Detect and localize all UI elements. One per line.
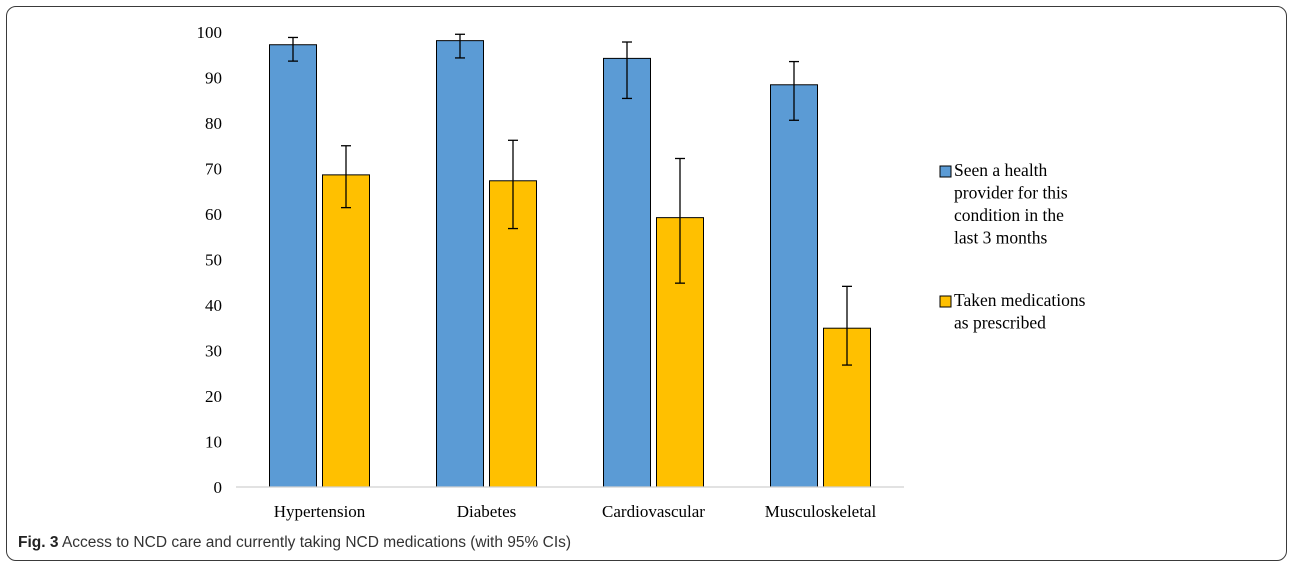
- y-tick-label: 50: [205, 251, 222, 270]
- x-tick-label: Diabetes: [457, 502, 516, 521]
- legend-label: provider for this: [954, 183, 1068, 203]
- legend-label: Taken medications: [954, 290, 1086, 310]
- y-tick-label: 90: [205, 69, 222, 88]
- figure-label: Fig. 3: [18, 534, 59, 551]
- bar-seen-provider: [603, 57, 651, 488]
- bar-seen-provider: [269, 44, 317, 488]
- legend-label: as prescribed: [954, 313, 1046, 333]
- x-tick-label: Musculoskeletal: [765, 502, 877, 521]
- bar-seen-provider: [436, 40, 484, 488]
- bar-chart: 0 10 20 30 40 50 60 70 80 90 100 Hypertension Diabe…: [197, 23, 1086, 521]
- legend-swatch-taken-medications: [939, 295, 952, 308]
- y-tick-label: 80: [205, 114, 222, 133]
- bar-taken-medications: [322, 174, 370, 488]
- bars: [269, 33, 871, 488]
- y-tick-label: 100: [197, 23, 223, 42]
- legend: Seen a health provider for thiscondition …: [939, 160, 1086, 333]
- y-tick-label: 0: [214, 478, 223, 497]
- y-tick-label: 20: [205, 387, 222, 406]
- legend-label: Seen a health: [954, 160, 1048, 180]
- figure-caption: Fig. 3 Access to NCD care and currently …: [18, 534, 571, 552]
- legend-label: last 3 months: [954, 228, 1048, 248]
- x-axis: Hypertension Diabetes Cardiovascular Muscul…: [236, 486, 904, 521]
- x-tick-label: Hypertension: [274, 502, 366, 521]
- bar-seen-provider: [770, 84, 818, 488]
- figure-caption-text: Access to NCD care and currently taking …: [61, 534, 572, 551]
- y-tick-label: 40: [205, 296, 222, 315]
- y-axis: 0 10 20 30 40 50 60 70 80 90 100: [197, 23, 223, 497]
- y-tick-label: 10: [205, 433, 222, 452]
- y-tick-label: 60: [205, 205, 222, 224]
- x-tick-label: Cardiovascular: [602, 502, 705, 521]
- legend-swatch-seen-provider: [939, 165, 952, 178]
- y-tick-label: 70: [205, 160, 222, 179]
- y-tick-label: 30: [205, 342, 222, 361]
- legend-label: condition in the: [954, 205, 1064, 225]
